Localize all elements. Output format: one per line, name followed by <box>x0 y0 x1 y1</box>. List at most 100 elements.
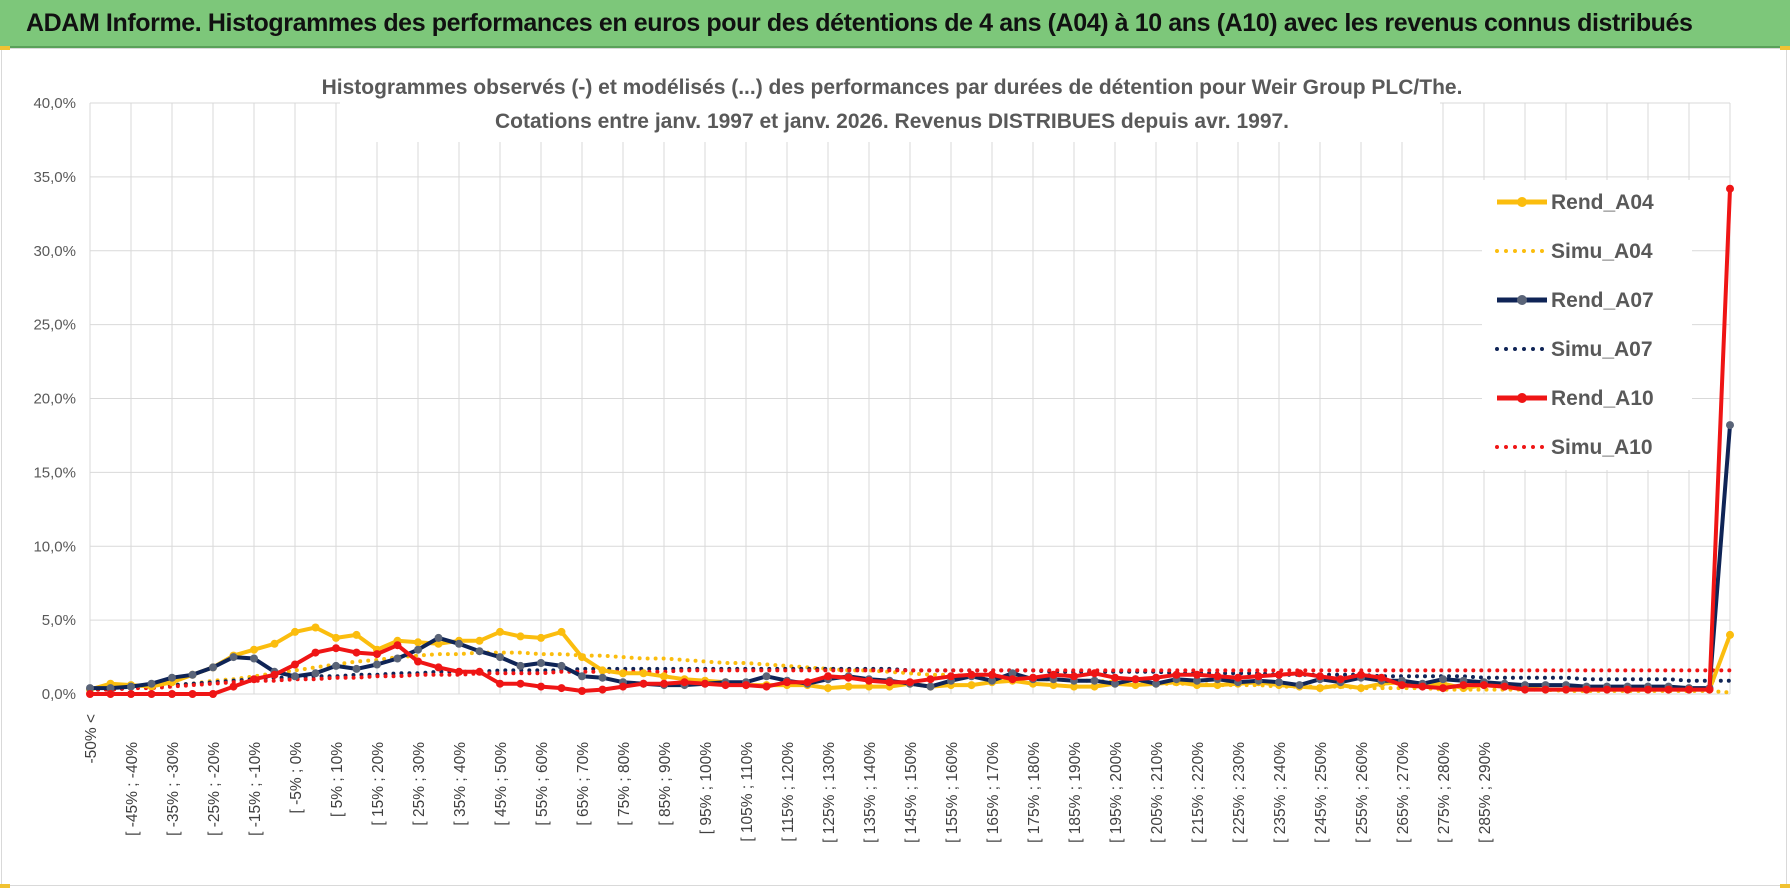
data-point <box>1398 681 1406 690</box>
series-line <box>88 666 1732 692</box>
data-point <box>967 681 976 690</box>
data-point <box>1726 630 1734 639</box>
y-tick-label: 10,0% <box>33 538 76 555</box>
data-point <box>311 648 320 657</box>
corner-mark-right <box>1780 46 1790 50</box>
y-tick-label: 20,0% <box>33 391 76 408</box>
data-point <box>496 653 504 662</box>
data-point <box>1090 682 1099 691</box>
data-point <box>352 664 361 673</box>
data-point <box>1193 676 1201 685</box>
legend-label: Simu_A10 <box>1551 436 1653 459</box>
x-tick-label: [ 45% ; 50% <box>493 742 510 826</box>
legend-label: Rend_A10 <box>1551 387 1654 410</box>
data-point <box>1480 681 1488 690</box>
data-point <box>332 644 340 653</box>
data-point <box>1521 685 1529 694</box>
data-point <box>742 681 750 690</box>
series-simu_a04 <box>88 650 1732 695</box>
data-point <box>147 690 156 698</box>
data-point <box>229 682 238 691</box>
data-point <box>721 681 730 690</box>
data-point <box>1582 685 1591 694</box>
data-point <box>1131 675 1140 684</box>
data-point <box>660 672 668 681</box>
data-point <box>537 633 545 642</box>
data-point <box>127 690 135 698</box>
data-point <box>1377 673 1386 682</box>
data-point <box>270 670 279 679</box>
data-point <box>1090 669 1099 678</box>
data-point <box>1336 675 1345 684</box>
y-tick-label: 30,0% <box>33 243 76 260</box>
data-point <box>578 653 586 662</box>
legend-label: Rend_A07 <box>1551 289 1654 312</box>
data-point <box>250 654 258 663</box>
data-point <box>1049 681 1058 690</box>
x-tick-label: [ 195% ; 200% <box>1108 742 1125 843</box>
x-tick-label: [ 85% ; 90% <box>657 742 674 826</box>
x-tick-label: [ 25% ; 30% <box>411 742 428 826</box>
chart-frame <box>1 48 1787 886</box>
series-line <box>88 650 1732 695</box>
legend: Rend_A04 Simu_A04 Rend_A07 Simu_A07 Rend_A10… <box>1482 180 1692 470</box>
data-point <box>988 676 996 685</box>
data-point <box>516 679 525 688</box>
legend-marker <box>1517 393 1527 403</box>
corner-mark-bottom-left <box>0 884 10 888</box>
legend-item-simu_a10: Simu_A10 <box>1495 436 1653 459</box>
x-tick-label: [ 15% ; 20% <box>370 742 387 826</box>
data-point <box>1111 679 1119 688</box>
x-tick-label: [ 175% ; 180% <box>1026 742 1043 843</box>
data-point <box>1439 684 1447 693</box>
data-point <box>455 639 463 648</box>
data-point <box>1029 673 1037 682</box>
data-point <box>332 633 340 642</box>
x-tick-label: [ -5% ; 0% <box>288 742 305 814</box>
data-point <box>701 679 709 688</box>
data-point <box>803 678 812 687</box>
series-rend_a10 <box>86 184 1734 698</box>
data-point <box>1357 684 1365 693</box>
data-point <box>414 638 422 647</box>
data-point <box>291 660 299 669</box>
data-point <box>373 660 381 669</box>
x-tick-label: [ 65% ; 70% <box>575 742 592 826</box>
data-point <box>332 661 340 670</box>
x-tick-label: [ 55% ; 60% <box>534 742 551 826</box>
data-point <box>250 645 258 654</box>
data-point <box>557 627 566 636</box>
data-point <box>1008 675 1017 684</box>
x-tick-label: [ -25% ; -20% <box>206 742 223 836</box>
x-tick-label: [ 95% ; 100% <box>698 742 715 834</box>
data-point <box>1234 673 1242 682</box>
data-point <box>393 641 402 650</box>
data-point <box>885 678 894 687</box>
data-point <box>414 657 422 666</box>
y-tick-label: 5,0% <box>42 612 76 629</box>
x-tick-label: [ 235% ; 240% <box>1272 742 1289 843</box>
data-point <box>373 650 381 659</box>
data-point <box>598 666 607 675</box>
corner-mark-bottom-right <box>1780 884 1790 888</box>
data-point <box>680 678 689 687</box>
data-point <box>1213 681 1222 690</box>
y-axis-ticks: 0,0% 5,0% 10,0% 15,0% 20,0% 25,0% 30,0% 35,0% 40… <box>33 95 76 703</box>
data-point <box>865 682 873 691</box>
data-point <box>926 675 935 684</box>
data-point <box>947 672 955 681</box>
x-tick-label: [ 5% ; 10% <box>329 742 346 817</box>
x-tick-label: [ 285% ; 290% <box>1477 742 1494 843</box>
y-tick-label: 25,0% <box>33 317 76 334</box>
data-point <box>209 690 217 698</box>
legend-label: Simu_A07 <box>1551 338 1653 361</box>
x-tick-label: [ 135% ; 140% <box>862 742 879 843</box>
data-point <box>824 672 832 681</box>
data-point <box>516 661 525 670</box>
legend-marker <box>1517 295 1527 305</box>
data-point <box>1705 685 1714 694</box>
x-tick-label: [ 205% ; 210% <box>1149 742 1166 843</box>
data-point <box>188 690 197 698</box>
data-point <box>598 673 607 682</box>
